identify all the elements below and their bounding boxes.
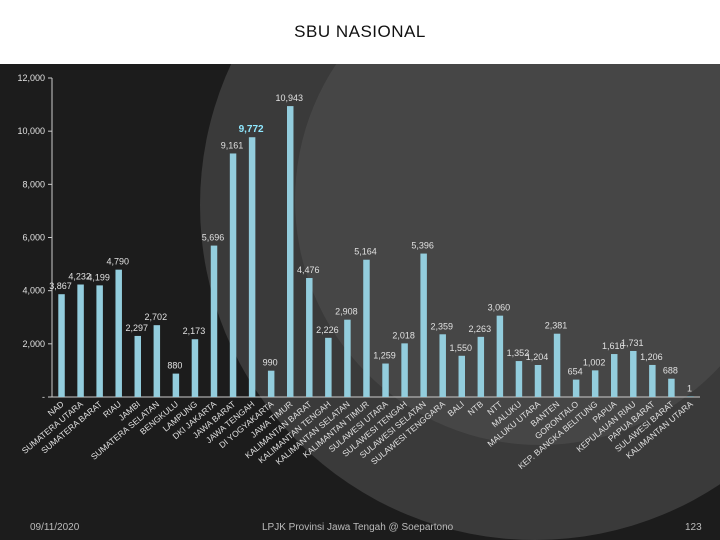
data-label: 4,199 <box>87 272 110 282</box>
data-label: 1,550 <box>449 343 472 353</box>
bar <box>687 396 694 397</box>
data-label: 990 <box>263 358 278 368</box>
chart-title: SBU NASIONAL <box>294 22 426 41</box>
bar <box>668 378 675 397</box>
bar <box>420 253 427 397</box>
bar <box>458 355 466 397</box>
bar <box>649 364 656 397</box>
bar <box>382 363 389 397</box>
data-label: 2,226 <box>316 325 339 335</box>
bar <box>267 370 275 397</box>
y-tick-label: 6,000 <box>22 233 45 243</box>
data-label: 1,259 <box>373 351 396 361</box>
data-label: 1,206 <box>640 352 663 362</box>
bar <box>58 294 65 397</box>
y-tick-label: - <box>42 392 45 402</box>
x-tick-label: NTB <box>466 399 486 418</box>
bar <box>77 284 84 397</box>
bar <box>553 333 561 397</box>
bar <box>153 325 161 397</box>
bar <box>248 137 256 397</box>
data-label: 5,396 <box>411 241 434 251</box>
data-label: 4,232 <box>68 271 91 281</box>
y-tick-label: 4,000 <box>22 286 45 296</box>
data-label: 688 <box>663 366 678 376</box>
data-label: 1,204 <box>526 352 549 362</box>
y-tick-label: 2,000 <box>22 339 45 349</box>
footer-date: 09/11/2020 <box>30 522 80 533</box>
title-banner <box>0 0 720 64</box>
data-label: 3,867 <box>49 281 72 291</box>
data-label: 2,381 <box>545 321 568 331</box>
bar <box>325 337 332 397</box>
data-label: 5,164 <box>354 247 377 257</box>
data-label: 1,002 <box>583 357 606 367</box>
data-label: 9,161 <box>221 140 244 150</box>
bar <box>134 335 142 397</box>
bar <box>210 245 218 397</box>
bar <box>96 285 103 397</box>
bar <box>363 259 370 397</box>
bar <box>306 278 313 397</box>
data-label: 1,616 <box>602 341 625 351</box>
bar <box>344 319 351 397</box>
bar <box>591 370 599 397</box>
data-label: 2,359 <box>430 321 453 331</box>
data-label: 2,702 <box>145 312 168 322</box>
data-label: 9,772 <box>239 124 264 135</box>
bar <box>515 361 523 397</box>
bar <box>286 106 294 398</box>
data-label: 3,060 <box>488 303 511 313</box>
x-tick-label: BALI <box>445 399 466 419</box>
data-label: 10,943 <box>275 93 303 103</box>
data-label: 2,018 <box>392 330 415 340</box>
data-label: 2,263 <box>469 324 492 334</box>
bar <box>610 354 618 397</box>
data-label: 4,790 <box>106 257 129 267</box>
bar <box>439 334 446 397</box>
bar <box>401 343 408 397</box>
data-label: 2,297 <box>125 323 148 333</box>
bar <box>534 364 542 397</box>
bar <box>630 350 637 397</box>
bar <box>191 339 199 397</box>
data-label: 5,696 <box>202 233 225 243</box>
y-tick-label: 8,000 <box>22 179 45 189</box>
bar <box>477 336 485 397</box>
bar <box>115 269 122 397</box>
data-label: 1 <box>687 383 692 393</box>
page-number: 123 <box>685 522 702 533</box>
data-label: 2,173 <box>183 326 206 336</box>
data-label: 1,731 <box>621 338 644 348</box>
data-label: 2,908 <box>335 307 358 317</box>
data-label: 1,352 <box>507 348 530 358</box>
data-label: 880 <box>167 361 182 371</box>
data-label: 654 <box>568 367 583 377</box>
footer-credit: LPJK Provinsi Jawa Tengah @ Soepartono <box>262 522 454 533</box>
y-tick-label: 12,000 <box>17 73 45 83</box>
y-tick-label: 10,000 <box>17 126 45 136</box>
data-label: 4,476 <box>297 265 320 275</box>
bar <box>172 373 180 397</box>
bar <box>229 153 237 397</box>
bar <box>572 379 580 397</box>
bar <box>496 315 504 397</box>
